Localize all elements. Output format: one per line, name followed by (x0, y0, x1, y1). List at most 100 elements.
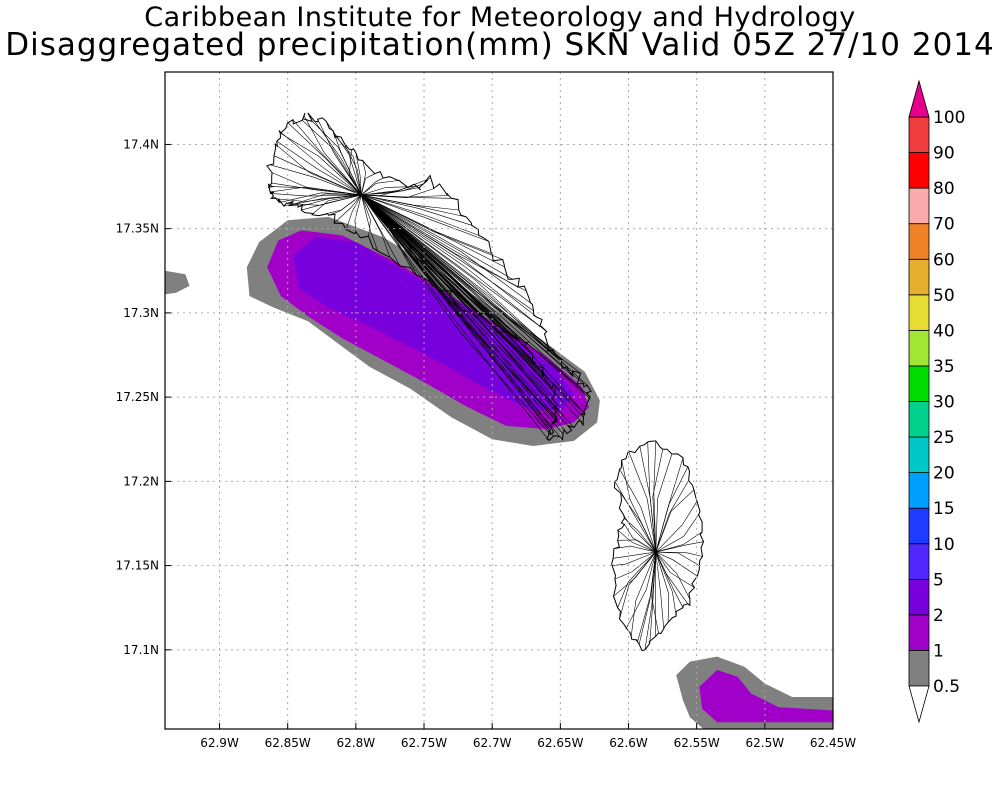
island-drainage-line (637, 552, 657, 641)
island-drainage-line (361, 194, 489, 242)
island-drainage-line (655, 552, 664, 629)
island-drainage-line (314, 121, 362, 196)
island-drainage-line (619, 468, 657, 553)
island-drainage-line (361, 194, 401, 267)
island-drainage-line (628, 450, 657, 553)
island-drainage-line (279, 192, 362, 203)
island-drainage-line (269, 164, 362, 196)
island-drainage-line (652, 449, 664, 553)
colorbar-bin (908, 187, 930, 225)
island-drainage-line (655, 551, 695, 588)
map-frame (164, 71, 834, 730)
lat-tick-label: 17.1N (123, 643, 159, 657)
map-axes: 17.4N 17.35N 17.3N 17.25N 17.2N 17.15N 17.1N 62… (116, 137, 857, 750)
colorbar-label: 40 (933, 321, 955, 341)
island-drainage-line (655, 551, 677, 617)
island-drainage-line (361, 187, 420, 196)
colorbar-label: 50 (933, 286, 955, 306)
island-drainage-line (312, 121, 362, 196)
colorbar-label: 100 (933, 108, 965, 128)
island-drainage-line (655, 551, 698, 577)
colorbar-label: 1 (933, 641, 944, 661)
island-drainage-line (361, 186, 418, 196)
island-drainage-line (301, 194, 362, 211)
island-drainage-line (361, 188, 434, 199)
island-drainage-line (655, 489, 695, 553)
island-drainage-line (655, 531, 703, 553)
island-drainage-line (361, 194, 503, 260)
colorbar-label: 10 (933, 535, 955, 555)
island-drainage-line (361, 194, 379, 252)
island-drainage-line (343, 142, 362, 196)
island-drainage-line (655, 501, 698, 553)
lon-tick-label: 62.7W (473, 736, 512, 750)
island-drainage-line (655, 453, 673, 553)
island-drainage-line (361, 194, 554, 398)
colorbar-label: 60 (933, 250, 955, 270)
lon-tick-label: 62.65W (537, 736, 583, 750)
lon-tick-label: 62.9W (200, 736, 239, 750)
island-drainage-line (361, 194, 586, 415)
island-drainage-line (361, 187, 408, 196)
island-drainage-line (655, 480, 689, 553)
island-drainage-line (655, 514, 699, 553)
colorbar-label: 20 (933, 464, 955, 484)
island-drainage-line (654, 552, 657, 637)
colorbar-bin (908, 614, 930, 651)
lon-tick-label: 62.6W (609, 736, 648, 750)
island-drainage-line (280, 133, 362, 196)
chart-subtitle: Disaggregated precipitation(mm) SKN Vali… (5, 27, 995, 63)
colorbar-bin (908, 116, 930, 153)
colorbar-bin (908, 329, 930, 367)
island-drainage-line (361, 194, 371, 237)
lat-tick-label: 17.3N (123, 306, 159, 320)
island-drainage-line (361, 194, 588, 386)
island-drainage-line (345, 194, 362, 230)
island-drainage-line (361, 194, 472, 226)
island-drainage-line (361, 194, 549, 347)
island-drainage-line (328, 194, 362, 216)
island-drainage-line (273, 155, 362, 196)
island-drainage-line (617, 551, 657, 608)
colorbar-label: 70 (933, 215, 955, 235)
island-drainage-line (326, 121, 362, 196)
island-drainage-line (361, 194, 551, 435)
island-drainage-line (361, 194, 557, 422)
island-drainage-line (361, 194, 534, 311)
island-drainage-line (361, 194, 459, 211)
island-drainage-line (361, 194, 505, 333)
lon-tick-label: 62.85W (265, 736, 311, 750)
lat-tick-label: 17.35N (116, 222, 159, 236)
lat-tick-label: 17.15N (116, 559, 159, 573)
island-drainage-line (655, 551, 700, 566)
colorbar-bin (908, 472, 930, 509)
island-drainage-line (655, 541, 704, 553)
lon-tick-label: 62.8W (337, 736, 376, 750)
island-drainage-line (361, 180, 399, 196)
colorbar-bin (908, 650, 930, 687)
lat-tick-label: 17.4N (123, 137, 159, 151)
island-drainage-line (614, 551, 656, 580)
island-drainage-line (624, 524, 656, 553)
chart-title: Caribbean Institute for Meteorology and … (144, 2, 856, 33)
colorbar-bin (908, 401, 930, 438)
island-drainage-line (271, 194, 362, 202)
island-drainage-line (361, 194, 531, 304)
island-drainage-line (655, 551, 691, 600)
island-drainage-line (361, 194, 584, 413)
island-drainage-line (361, 160, 367, 196)
island-drainage-line (361, 194, 551, 430)
colorbar-label: 15 (933, 499, 955, 519)
island-drainage-line (302, 120, 362, 196)
lat-tick-label: 17.25N (116, 390, 159, 404)
colorbar-label: 25 (933, 428, 955, 448)
colorbar-max-triangle (908, 79, 930, 118)
island-drainage-line (613, 545, 656, 553)
colorbar-label: 90 (933, 144, 955, 164)
island-drainage-line (613, 551, 656, 559)
island-drainage-line (361, 194, 547, 332)
island-drainage-line (361, 194, 575, 428)
islands-layer (266, 112, 705, 652)
colorbar-label: 30 (933, 393, 955, 413)
island-drainage-line (655, 466, 689, 553)
